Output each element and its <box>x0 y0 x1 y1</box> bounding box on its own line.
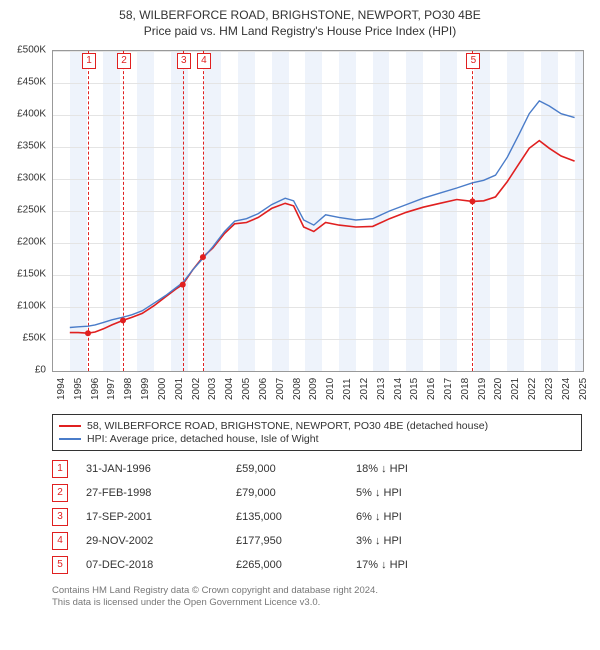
y-tick-label: £50K <box>23 333 46 344</box>
y-tick-label: £150K <box>17 269 46 280</box>
chart-title: 58, WILBERFORCE ROAD, BRIGHSTONE, NEWPOR… <box>8 8 592 22</box>
x-tick-label: 2025 <box>578 378 589 400</box>
footer-line-2: This data is licensed under the Open Gov… <box>52 597 582 609</box>
x-tick-label: 2015 <box>409 378 420 400</box>
x-tick-label: 2005 <box>241 378 252 400</box>
x-tick-label: 1997 <box>106 378 117 400</box>
x-tick-label: 2012 <box>359 378 370 400</box>
y-axis-labels: £0 £50K £100K £150K £200K £250K £300K £350K £400… <box>8 46 50 374</box>
x-tick-label: 1994 <box>56 378 67 400</box>
y-tick-label: £450K <box>17 77 46 88</box>
x-tick-label: 2006 <box>258 378 269 400</box>
x-tick-label: 2010 <box>325 378 336 400</box>
legend-swatch <box>59 438 81 440</box>
sale-badge: 1 <box>52 460 68 478</box>
sale-dot <box>120 317 126 323</box>
x-tick-label: 2018 <box>460 378 471 400</box>
y-tick-label: £400K <box>17 109 46 120</box>
sale-date: 17-SEP-2001 <box>86 511 236 523</box>
x-tick-label: 2014 <box>393 378 404 400</box>
sale-price: £265,000 <box>236 559 356 571</box>
x-tick-label: 2009 <box>308 378 319 400</box>
sale-price: £59,000 <box>236 463 356 475</box>
x-tick-label: 2023 <box>544 378 555 400</box>
sale-dot <box>469 198 475 204</box>
legend-row: HPI: Average price, detached house, Isle… <box>59 433 575 445</box>
x-tick-label: 2021 <box>510 378 521 400</box>
sale-vs-hpi: 6% ↓ HPI <box>356 511 476 523</box>
legend-label: HPI: Average price, detached house, Isle… <box>87 433 319 445</box>
sale-badge: 3 <box>52 508 68 526</box>
sale-dot <box>180 282 186 288</box>
sale-date: 29-NOV-2002 <box>86 535 236 547</box>
sale-vs-hpi: 5% ↓ HPI <box>356 487 476 499</box>
sale-marker-badge: 4 <box>197 53 211 69</box>
sale-price: £177,950 <box>236 535 356 547</box>
sale-marker-badge: 1 <box>82 53 96 69</box>
sale-vs-hpi: 18% ↓ HPI <box>356 463 476 475</box>
x-tick-label: 2000 <box>157 378 168 400</box>
series-hpi <box>70 101 575 328</box>
x-tick-label: 2004 <box>224 378 235 400</box>
sale-marker-badge: 5 <box>466 53 480 69</box>
sale-price: £135,000 <box>236 511 356 523</box>
sale-dot <box>200 254 206 260</box>
legend-swatch <box>59 425 81 427</box>
sale-dot <box>85 330 91 336</box>
x-tick-label: 2001 <box>174 378 185 400</box>
sales-row: 1 31-JAN-1996£59,00018% ↓ HPI <box>52 457 582 481</box>
sale-date: 27-FEB-1998 <box>86 487 236 499</box>
sale-date: 07-DEC-2018 <box>86 559 236 571</box>
x-tick-label: 2002 <box>191 378 202 400</box>
legend: 58, WILBERFORCE ROAD, BRIGHSTONE, NEWPOR… <box>52 414 582 451</box>
legend-row: 58, WILBERFORCE ROAD, BRIGHSTONE, NEWPOR… <box>59 420 575 432</box>
sales-table: 1 31-JAN-1996£59,00018% ↓ HPI 2 27-FEB-1998… <box>52 457 582 577</box>
x-tick-label: 2019 <box>477 378 488 400</box>
y-tick-label: £350K <box>17 141 46 152</box>
x-tick-label: 2013 <box>376 378 387 400</box>
chart-subtitle: Price paid vs. HM Land Registry's House … <box>8 24 592 38</box>
sale-vs-hpi: 17% ↓ HPI <box>356 559 476 571</box>
sale-badge: 2 <box>52 484 68 502</box>
x-tick-label: 2024 <box>561 378 572 400</box>
y-tick-label: £0 <box>35 365 46 376</box>
y-tick-label: £200K <box>17 237 46 248</box>
footer: Contains HM Land Registry data © Crown c… <box>52 585 582 610</box>
sales-row: 3 17-SEP-2001£135,0006% ↓ HPI <box>52 505 582 529</box>
x-tick-label: 2020 <box>493 378 504 400</box>
sale-price: £79,000 <box>236 487 356 499</box>
sale-marker-badge: 2 <box>117 53 131 69</box>
x-tick-label: 2017 <box>443 378 454 400</box>
legend-label: 58, WILBERFORCE ROAD, BRIGHSTONE, NEWPOR… <box>87 420 488 432</box>
x-tick-label: 2008 <box>292 378 303 400</box>
footer-line-1: Contains HM Land Registry data © Crown c… <box>52 585 582 597</box>
sales-row: 2 27-FEB-1998£79,0005% ↓ HPI <box>52 481 582 505</box>
sale-date: 31-JAN-1996 <box>86 463 236 475</box>
sale-marker-badge: 3 <box>177 53 191 69</box>
sales-row: 5 07-DEC-2018£265,00017% ↓ HPI <box>52 553 582 577</box>
x-tick-label: 2007 <box>275 378 286 400</box>
x-tick-label: 1999 <box>140 378 151 400</box>
sale-vs-hpi: 3% ↓ HPI <box>356 535 476 547</box>
sale-badge: 5 <box>52 556 68 574</box>
sales-row: 4 29-NOV-2002£177,9503% ↓ HPI <box>52 529 582 553</box>
y-tick-label: £500K <box>17 45 46 56</box>
x-tick-label: 1998 <box>123 378 134 400</box>
x-tick-label: 1996 <box>90 378 101 400</box>
x-tick-label: 2011 <box>342 378 353 400</box>
x-tick-label: 2016 <box>426 378 437 400</box>
x-tick-label: 1995 <box>73 378 84 400</box>
sale-badge: 4 <box>52 532 68 550</box>
y-tick-label: £100K <box>17 301 46 312</box>
line-layer <box>53 51 583 371</box>
x-axis-labels: 1994 1995 1996 1997 1998 1999 2000 2001 2002 2003… <box>52 372 584 406</box>
plot-area: 1 2 34 5 <box>52 50 584 372</box>
chart: £0 £50K £100K £150K £200K £250K £300K £350K £400… <box>8 46 592 406</box>
x-tick-label: 2022 <box>527 378 538 400</box>
x-tick-label: 2003 <box>207 378 218 400</box>
y-tick-label: £300K <box>17 173 46 184</box>
y-tick-label: £250K <box>17 205 46 216</box>
